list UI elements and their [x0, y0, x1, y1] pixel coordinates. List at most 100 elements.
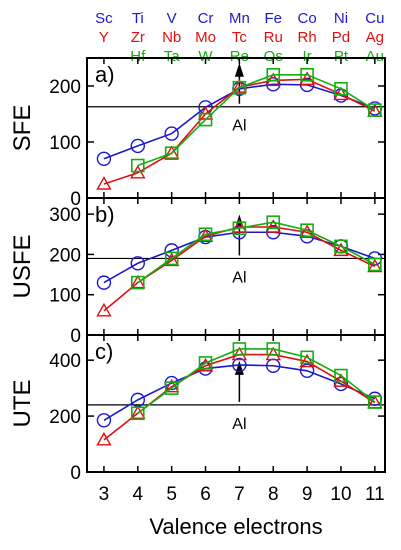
element-label-pt: Pt	[334, 48, 349, 65]
panel-b-series-4d-point	[163, 252, 180, 267]
panel-b-series-5d-point	[232, 221, 247, 236]
panel-b-ytick-label: 0	[70, 326, 81, 347]
panel-a-series-4d-point	[333, 86, 349, 101]
panel-a-series-5d-point	[130, 158, 145, 173]
panel-b-series-3d-point	[130, 256, 145, 271]
panel-b-series-4d-point	[197, 228, 214, 242]
panel-a-label: a)	[95, 62, 115, 87]
panel-a-ytick-label: 100	[49, 133, 81, 154]
element-label-sc: Sc	[95, 10, 113, 27]
element-label-mo: Mo	[195, 29, 216, 46]
x-tick-label: 6	[200, 484, 211, 505]
element-label-fe: Fe	[264, 10, 282, 27]
panel-a-series-3d-point	[130, 138, 145, 154]
panel-c-ytick-label: 400	[49, 351, 81, 372]
panel-b-series-5d-point	[266, 215, 281, 229]
element-label-ta: Ta	[164, 48, 181, 65]
panel-b-series-5d-point	[130, 275, 145, 290]
element-label-ag: Ag	[366, 29, 384, 46]
element-label-os: Os	[264, 48, 283, 65]
panel-c-series-5d-point	[130, 406, 145, 421]
panel-c-frame	[86, 334, 386, 473]
panel-b-series-3d-point	[164, 243, 179, 258]
panel-b-ytick-label: 300	[49, 205, 81, 226]
x-tick-label: 10	[330, 484, 351, 505]
panel-a-series-4d-point	[265, 72, 281, 87]
element-label-w: W	[198, 48, 213, 65]
panel-b-series-4d-point	[367, 258, 383, 273]
panel-a-series-4d-point	[96, 176, 112, 190]
panel-a-series-5d-point	[334, 82, 348, 96]
panel-a-ytick-label: 200	[49, 77, 81, 98]
panel-c-ytick-label: 200	[49, 407, 81, 428]
panel-a-series-4d-point	[299, 71, 315, 85]
panel-c-annotation-arrow-head	[234, 360, 244, 375]
panel-a-series-4d-point	[163, 145, 180, 159]
panel-b-ytick-label: 100	[49, 286, 81, 307]
element-label-tc: Tc	[232, 29, 248, 46]
element-label-co: Co	[298, 10, 317, 27]
panel-b-series-5d-point	[164, 251, 179, 266]
panel-b-series-5d-point	[300, 223, 314, 238]
element-label-ir: Ir	[303, 48, 312, 65]
element-label-mn: Mn	[229, 10, 250, 27]
element-label-pd: Pd	[332, 29, 350, 46]
x-tick-label: 11	[365, 484, 385, 505]
panel-c-label: c)	[95, 339, 113, 364]
panel-c-ytick-label: 0	[70, 463, 81, 484]
element-label-re: Re	[230, 48, 249, 65]
panel-b-label: b)	[95, 202, 115, 227]
panel-b-series-5d-point	[368, 257, 382, 272]
panel-b-series-4d-point	[130, 274, 146, 289]
panel-a-annotation-label: Al	[232, 118, 246, 135]
x-tick-label: 4	[133, 484, 144, 505]
panel-c-series-3d-point	[232, 357, 247, 373]
panel-c-series-4d-point	[231, 346, 248, 361]
panel-b-series-4d-point	[333, 242, 349, 257]
panel-c-series-4d-point	[299, 353, 315, 368]
panel-c-ylabel: UTE	[9, 380, 36, 428]
element-label-ni: Ni	[334, 10, 348, 27]
panel-c-series-4d-point	[96, 431, 112, 446]
panel-b-series-4d-point	[96, 302, 112, 317]
element-label-cr: Cr	[198, 10, 214, 27]
panel-c-series-5d-point	[266, 342, 281, 356]
x-tick-label: 9	[302, 484, 313, 505]
panel-b-series-5d-point	[334, 239, 348, 254]
panel-c-series-5d-point	[368, 395, 382, 409]
panel-a-series-5d-point	[164, 146, 179, 160]
element-label-nb: Nb	[162, 29, 181, 46]
panel-c-series-3d-line	[103, 364, 376, 421]
panel-c-series-3d-point	[299, 363, 315, 378]
panel-a-series-3d-point	[164, 126, 179, 141]
element-label-au: Au	[366, 48, 384, 65]
element-label-v: V	[167, 10, 177, 27]
x-tick-label: 3	[99, 484, 110, 505]
panel-c-series-5d-point	[300, 350, 314, 365]
panel-b-ylabel: USFE	[9, 234, 36, 298]
x-tick-label: 8	[268, 484, 279, 505]
panel-b-series-4d-point	[265, 219, 281, 233]
panel-c-series-5d-point	[334, 368, 348, 383]
panel-c-series-4d-point	[265, 346, 281, 361]
x-tick-label: 5	[166, 484, 177, 505]
x-tick-label: 7	[234, 484, 245, 505]
element-label-zr: Zr	[131, 29, 145, 46]
panel-a-series-5d-point	[232, 80, 247, 95]
panel-a-ytick-label: 0	[70, 189, 81, 210]
panel-a-series-5d-point	[198, 112, 213, 127]
panel-a-series-5d-point	[300, 68, 314, 82]
element-label-cu: Cu	[365, 10, 384, 27]
panel-b-series-5d-point	[198, 227, 213, 242]
element-label-ti: Ti	[132, 10, 144, 27]
element-label-rh: Rh	[298, 29, 317, 46]
panel-c-series-4d-point	[333, 373, 349, 387]
panel-b-series-3d-point	[96, 275, 112, 290]
panel-a-annotation-arrow-head	[234, 62, 244, 77]
panel-c-series-4d-point	[130, 405, 146, 419]
panel-a-series-5d-point	[266, 68, 281, 82]
element-label-ru: Ru	[264, 29, 283, 46]
panel-c-series-5d-point	[164, 381, 179, 395]
x-axis-title: Valence electrons	[149, 514, 322, 539]
